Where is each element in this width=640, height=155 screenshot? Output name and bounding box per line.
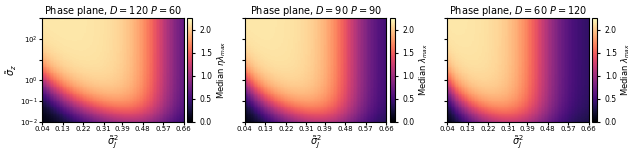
Y-axis label: Median $\eta\lambda_{max}$: Median $\eta\lambda_{max}$	[215, 41, 228, 99]
Y-axis label: Median $\lambda_{max}$: Median $\lambda_{max}$	[417, 44, 430, 96]
X-axis label: $\tilde{\sigma}_J^2$: $\tilde{\sigma}_J^2$	[512, 133, 524, 151]
Y-axis label: $\tilde{\sigma}_z$: $\tilde{\sigma}_z$	[4, 64, 19, 76]
Title: Phase plane, $D=90$ $P=90$: Phase plane, $D=90$ $P=90$	[250, 4, 381, 18]
Title: Phase plane, $D=120$ $P=60$: Phase plane, $D=120$ $P=60$	[44, 4, 182, 18]
Title: Phase plane, $D=60$ $P=120$: Phase plane, $D=60$ $P=120$	[449, 4, 587, 18]
X-axis label: $\tilde{\sigma}_J^2$: $\tilde{\sigma}_J^2$	[107, 133, 119, 151]
X-axis label: $\tilde{\sigma}_J^2$: $\tilde{\sigma}_J^2$	[310, 133, 321, 151]
Y-axis label: Median $\lambda_{max}$: Median $\lambda_{max}$	[620, 44, 632, 96]
